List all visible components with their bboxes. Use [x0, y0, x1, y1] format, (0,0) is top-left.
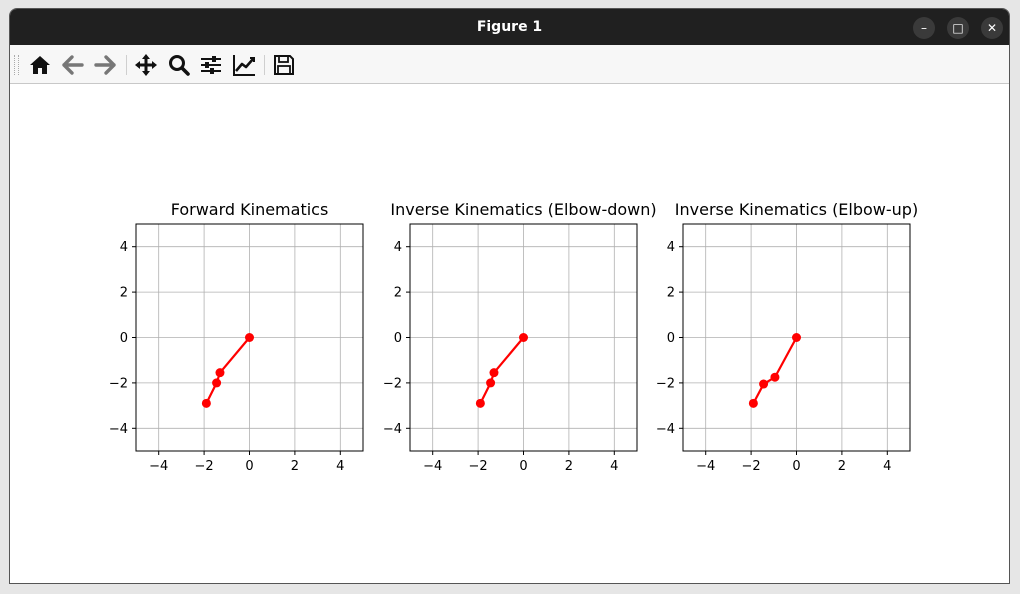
- figure-canvas[interactable]: −4 −2 0 2 4 −4 −2 0 2 4 Forward Kinematics −4 −2 0 2 4−…: [10, 84, 1009, 583]
- x-tick-label: 4: [336, 459, 344, 474]
- navigation-toolbar: [10, 45, 1009, 84]
- y-tick-label: 0: [394, 331, 402, 346]
- home-icon[interactable]: [27, 52, 53, 78]
- back-icon[interactable]: [60, 52, 86, 78]
- x-tick-label: −4: [423, 459, 442, 474]
- y-tick-label: −2: [109, 376, 128, 391]
- joint-point: [486, 378, 496, 388]
- toolbar-separator: [264, 55, 265, 75]
- joint-point: [748, 398, 758, 408]
- x-tick-label: −4: [149, 459, 168, 474]
- y-tick-label: 0: [667, 331, 675, 346]
- subplot-1[interactable]: −4 −2 0 2 4 −4 −2 0 2 4 Forward Kinematics: [109, 200, 364, 474]
- figure-window: Figure 1 – □ ✕: [9, 8, 1010, 584]
- subplot-2[interactable]: −4 −2 0 2 4 −4 −2 0 2 4 Inverse Kinematics (Elbow-…: [383, 200, 657, 474]
- subplot-title: Inverse Kinematics (Elbow-up): [675, 200, 918, 219]
- x-tick-label: −2: [469, 459, 488, 474]
- x-tick-label: 4: [610, 459, 618, 474]
- edit-axis-icon[interactable]: [231, 52, 257, 78]
- x-tick-label: 2: [291, 459, 299, 474]
- x-tick-label: 2: [565, 459, 573, 474]
- title-bar: Figure 1 – □ ✕: [10, 9, 1009, 45]
- y-tick-label: −2: [383, 376, 402, 391]
- joint-point: [212, 378, 222, 388]
- subplot-3[interactable]: −4 −2 0 2 4 −4 −2 0 2 4 Inverse Kinematics (Elbow-…: [656, 200, 918, 474]
- y-tick-label: −2: [656, 376, 675, 391]
- y-tick-label: −4: [383, 422, 402, 437]
- arm-link-line: [752, 336, 798, 404]
- toolbar-separator: [126, 55, 127, 75]
- y-tick-label: 2: [667, 286, 675, 301]
- joint-point: [519, 333, 528, 342]
- pan-icon[interactable]: [133, 52, 159, 78]
- y-tick-label: 4: [120, 240, 128, 255]
- toolbar-grip[interactable]: [14, 55, 19, 75]
- x-tick-label: 4: [883, 459, 891, 474]
- y-tick-label: −4: [656, 422, 675, 437]
- joint-point: [759, 379, 769, 389]
- zoom-icon[interactable]: [166, 52, 192, 78]
- save-icon[interactable]: [271, 52, 297, 78]
- close-icon[interactable]: ✕: [981, 17, 1003, 39]
- x-tick-label: 2: [838, 459, 846, 474]
- configure-subplots-icon[interactable]: [198, 52, 224, 78]
- joint-point: [201, 398, 211, 408]
- y-tick-label: −4: [109, 422, 128, 437]
- y-tick-label: 4: [394, 240, 402, 255]
- joint-point: [245, 333, 254, 342]
- joint-point: [792, 333, 801, 342]
- x-tick-label: −2: [195, 459, 214, 474]
- forward-icon[interactable]: [92, 52, 118, 78]
- y-tick-label: 2: [394, 286, 402, 301]
- y-tick-label: 2: [120, 286, 128, 301]
- joint-point: [215, 368, 225, 378]
- maximize-icon[interactable]: □: [947, 17, 969, 39]
- arm-link-line: [479, 336, 525, 404]
- y-tick-label: 0: [120, 331, 128, 346]
- minimize-icon[interactable]: –: [913, 17, 935, 39]
- x-tick-label: 0: [792, 459, 800, 474]
- x-tick-label: 0: [245, 459, 253, 474]
- x-tick-label: −4: [696, 459, 715, 474]
- window-title: Figure 1: [476, 19, 543, 35]
- x-tick-label: −2: [742, 459, 761, 474]
- x-tick-label: 0: [519, 459, 527, 474]
- subplot-title: Inverse Kinematics (Elbow-down): [390, 200, 656, 219]
- arm-link-line: [205, 336, 251, 404]
- joint-point: [489, 368, 499, 378]
- subplot-title: Forward Kinematics: [171, 200, 329, 219]
- joint-point: [475, 398, 485, 408]
- y-tick-label: 4: [667, 240, 675, 255]
- joint-point: [770, 372, 780, 382]
